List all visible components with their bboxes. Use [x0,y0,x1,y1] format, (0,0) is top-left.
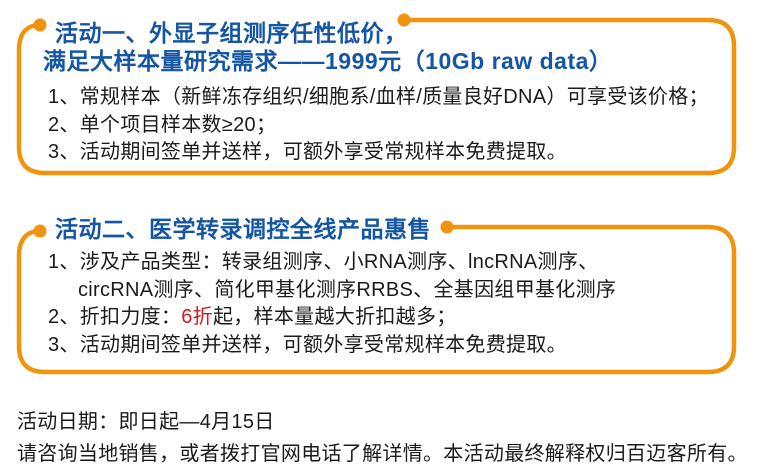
promo2-left-bullet-dot-icon [33,224,47,238]
promo1-title-line1: 活动一、外显子组测序任性低价， [55,20,408,46]
promo1-item-free-extraction: 3、活动期间签单并送样，可额外享受常规样本免费提取。 [48,141,567,163]
promo1-right-bullet-dot-icon [397,13,411,27]
promo1-left-bullet-dot-icon [33,18,47,32]
promo2-item-free-extraction: 3、活动期间签单并送样，可额外享受常规样本免费提取。 [48,333,567,356]
promo1-border [16,17,737,176]
promo2-right-bullet-dot-icon [440,220,454,234]
promo2-border [16,224,737,375]
promo1-title-line2: 满足大样本量研究需求——1999元（10Gb raw data） [43,48,613,74]
footer-date-line: 活动日期：即日起—4月15日 [17,411,275,433]
footer-contact-line: 请咨询当地销售，或者拨打官网电话了解详情。本活动最终解释权归百迈客所有。 [17,443,748,465]
promo2-discount-suffix: 起，样本量越大折扣越多； [212,306,457,328]
promo2-list: 1、涉及产品类型：转录组测序、小RNA测序、lncRNA测序、 circRNA测… [48,249,616,359]
promo2-item-products-line2: circRNA测序、简化甲基化测序RRBS、全基因组甲基化测序 [78,278,617,301]
promo1-list: 1、常规样本（新鲜冻存组织/细胞系/血样/质量良好DNA）可享受该价格； 2、单… [48,84,709,167]
promo2-item-discount: 2、折扣力度：6折起，样本量越大折扣越多； [48,304,616,332]
promo2-title: 活动二、医学转录调控全线产品惠售 [55,216,431,242]
promo2-discount-highlight: 6折 [181,306,213,328]
promo2-discount-prefix: 2、折扣力度： [48,306,182,328]
promo2-item-products-line1: 1、涉及产品类型：转录组测序、小RNA测序、lncRNA测序、 [48,251,599,273]
promo1-item-price: 1、常规样本（新鲜冻存组织/细胞系/血样/质量良好DNA）可享受该价格； [48,86,709,108]
promo1-item-sample-count: 2、单个项目样本数≥20； [48,113,277,136]
